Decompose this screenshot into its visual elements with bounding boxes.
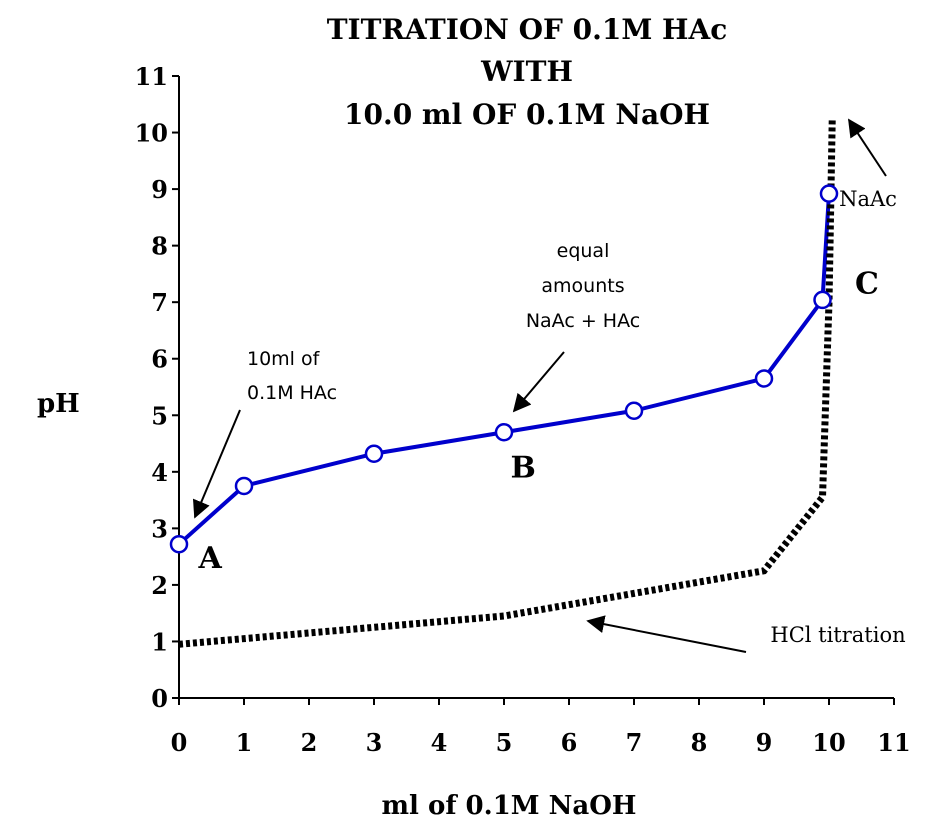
chart-title: TITRATION OF 0.1M HAc WITH 10.0 ml OF 0.… [327,13,728,131]
annotation-hac-line-2: 0.1M HAc [247,382,337,404]
y-tick-label: 7 [151,288,168,317]
x-tick-label: 9 [756,728,773,757]
x-tick-label: 3 [366,728,383,757]
data-point [169,534,189,554]
data-point [364,444,384,463]
y-tick-label: 2 [151,571,168,600]
title-line-1: TITRATION OF 0.1M HAc [327,13,728,46]
point-label-c: C [855,267,879,302]
y-tick-label: 0 [151,684,168,713]
data-point [754,369,774,388]
y-tick-label: 8 [151,232,168,261]
annotation-arrow-hac [192,409,241,519]
axis-ticks [172,75,895,705]
point-label-b: B [511,450,536,485]
x-tick-label: 6 [561,728,578,757]
x-tick-label: 1 [236,728,253,757]
data-point [819,184,839,203]
annotation-equal-line-3: NaAc + HAc [526,310,640,332]
y-tick-label: 5 [151,401,168,430]
y-tick-label: 1 [151,627,168,656]
annotation-equal-line-2: amounts [541,275,624,297]
x-tick-label: 11 [877,728,910,757]
x-tick-label: 4 [431,728,448,757]
y-axis-label: pH [37,389,80,419]
axis-tick-labels: 0 1 2 3 4 5 6 7 8 9 10 11 0 1 2 3 4 5 6 7 8 9 10 11 [135,62,911,757]
data-point [494,422,514,442]
annotation-hac: 10ml of 0.1M HAc [247,348,337,404]
x-tick-label: 7 [626,728,643,757]
x-tick-label: 10 [812,728,845,757]
annotation-hac-line-1: 10ml of [247,348,321,370]
x-tick-label: 5 [496,728,513,757]
x-tick-label: 8 [691,728,708,757]
annotation-arrow-equal [512,351,565,413]
data-point [813,290,832,310]
annotation-equal-line-1: equal [557,240,610,262]
y-tick-label: 9 [151,175,168,204]
y-tick-label: 3 [151,514,168,543]
x-tick-label: 0 [171,728,188,757]
y-tick-label: 4 [151,458,168,487]
data-point [624,401,644,420]
y-tick-label: 10 [135,119,168,148]
point-label-a: A [198,541,223,576]
series-line-0 [177,193,831,546]
marker-layer [169,184,839,554]
annotation-equal: equal amounts NaAc + HAc [526,240,640,332]
series-layer [177,118,836,648]
annotation-arrow-hcl [586,615,747,653]
series-line-1 [178,118,836,648]
data-point [234,476,254,496]
x-tick-label: 2 [301,728,318,757]
point-labels: A B C [198,267,879,576]
annotation-hcl: HCl titration [770,623,905,647]
y-tick-label: 6 [151,345,168,374]
title-line-3: 10.0 ml OF 0.1M NaOH [344,98,710,131]
x-axis-label: ml of 0.1M NaOH [382,791,637,821]
annotation-arrow-naac [848,118,887,177]
annotation-naac: NaAc [839,187,897,211]
title-line-2: WITH [480,55,573,88]
y-tick-label: 11 [135,62,168,91]
